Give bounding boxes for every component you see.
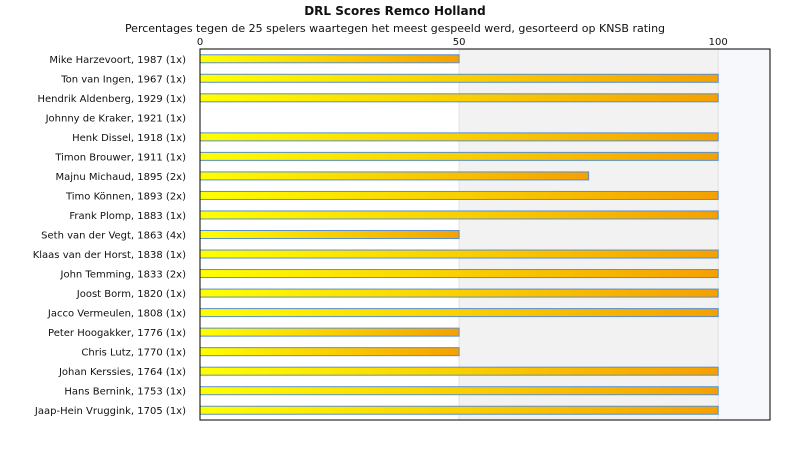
bar	[199, 230, 460, 239]
bar	[199, 386, 719, 396]
category-label: Majnu Michaud, 1895 (2x)	[55, 172, 186, 183]
bar	[199, 347, 460, 357]
category-label: Timo Können, 1893 (2x)	[65, 191, 186, 202]
bar	[199, 249, 719, 259]
category-label: Chris Lutz, 1770 (1x)	[81, 348, 186, 359]
bar	[199, 366, 719, 376]
bar	[199, 171, 590, 181]
category-label: Frank Plomp, 1883 (1x)	[69, 211, 186, 222]
category-label: Timon Brouwer, 1911 (1x)	[54, 152, 186, 163]
bar	[199, 151, 719, 161]
category-label: Peter Hoogakker, 1776 (1x)	[48, 328, 186, 339]
category-label: Henk Dissel, 1918 (1x)	[72, 133, 186, 144]
x-tick-label: 100	[709, 37, 728, 48]
category-label: Joost Borm, 1820 (1x)	[76, 289, 186, 300]
bar	[199, 308, 719, 318]
category-label: Klaas van der Horst, 1838 (1x)	[33, 250, 186, 261]
category-label: Hendrik Aldenberg, 1929 (1x)	[37, 94, 186, 105]
category-label: Johan Kerssies, 1764 (1x)	[58, 367, 186, 378]
bar	[199, 327, 460, 337]
x-tick-label: 0	[197, 37, 203, 48]
plot-frame	[199, 48, 771, 421]
bar	[199, 54, 460, 64]
x-tick-label: 50	[453, 37, 466, 48]
bar	[199, 288, 719, 298]
band-100-110	[718, 49, 770, 420]
category-label: Seth van der Vegt, 1863 (4x)	[41, 231, 186, 242]
category-label: John Temming, 1833 (2x)	[60, 270, 187, 281]
chart-subtitle: Percentages tegen de 25 spelers waartege…	[124, 22, 666, 35]
bar	[199, 132, 719, 142]
chart-title: DRL Scores Remco Holland	[304, 4, 486, 18]
category-label: Jacco Vermeulen, 1808 (1x)	[47, 309, 186, 320]
bar	[199, 405, 719, 415]
band-50-100	[459, 49, 719, 420]
bar	[199, 210, 719, 220]
bar	[199, 93, 719, 103]
bar	[199, 190, 719, 200]
category-label: Jaap-Hein Vruggink, 1705 (1x)	[34, 406, 186, 417]
bar	[199, 269, 719, 279]
bar	[199, 73, 719, 83]
category-label: Mike Harzevoort, 1987 (1x)	[49, 55, 186, 66]
category-label: Ton van Ingen, 1967 (1x)	[60, 74, 186, 85]
category-label: Hans Bernink, 1753 (1x)	[64, 387, 186, 398]
category-label: Johnny de Kraker, 1921 (1x)	[45, 113, 187, 124]
